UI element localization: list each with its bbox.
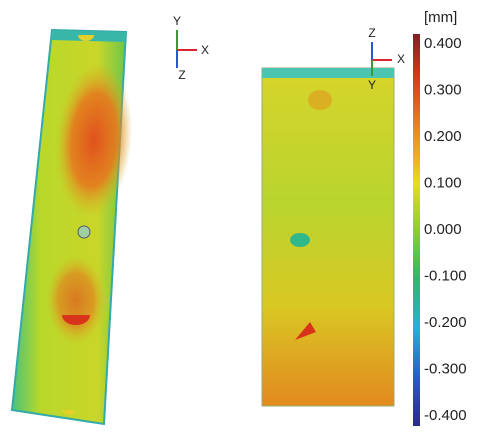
colorbar-tick-label: 0.200 — [424, 128, 462, 145]
colorbar-tick-label: 0.400 — [424, 35, 462, 52]
axis-label: Y — [173, 14, 181, 28]
colorbar-tick-label: -0.300 — [424, 360, 467, 377]
right-part — [262, 68, 394, 406]
colorbar-tick-label: 0.000 — [424, 221, 462, 238]
left-part — [12, 30, 139, 424]
deviation-map: Y X Z Z X Y [mm] 0.400 0.300 0.200 0.100 0.0… — [0, 0, 481, 432]
axis-label: Z — [178, 68, 185, 82]
colorbar: [mm] 0.400 0.300 0.200 0.100 0.000 -0.100 -0.2… — [413, 9, 467, 426]
colorbar-tick-label: -0.100 — [424, 267, 467, 284]
axis-label: Z — [368, 26, 375, 40]
colorbar-tick-label: 0.100 — [424, 174, 462, 191]
colorbar-tick-label: 0.300 — [424, 81, 462, 98]
colorbar-tick-label: -0.200 — [424, 314, 467, 331]
triad-left: Y X Z — [173, 14, 209, 82]
axis-label: X — [397, 52, 405, 66]
colorbar-unit: [mm] — [424, 9, 457, 26]
colorbar-tick-label: -0.400 — [424, 407, 467, 424]
axis-label: Y — [368, 78, 376, 92]
axis-label: X — [201, 43, 209, 57]
